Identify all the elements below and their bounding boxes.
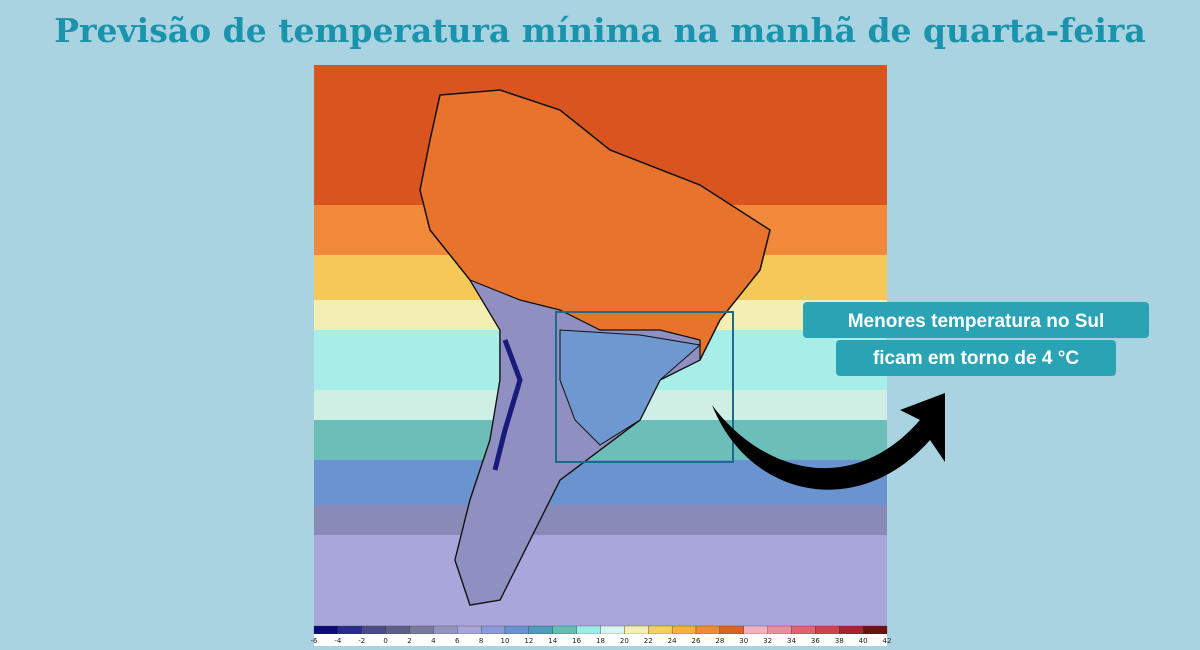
colorbar: -6 -4 -2 0 2 4 6 8 10 12 14 16 18 20 22 24 26 28 30 32 34 36 3… [311, 625, 892, 646]
colorbar-label: 12 [524, 637, 533, 645]
colorbar-cell [528, 625, 553, 635]
colorbar-label: 42 [883, 637, 892, 645]
colorbar-cell [695, 625, 721, 635]
colorbar-cell [648, 625, 673, 635]
colorbar-label: 34 [787, 637, 796, 645]
colorbar-label: 10 [501, 637, 510, 645]
colorbar-cell [433, 625, 458, 635]
colorbar-cell [361, 625, 386, 635]
colorbar-label: 4 [431, 637, 436, 645]
colorbar-label-strip [314, 634, 887, 646]
arrow [712, 393, 945, 490]
colorbar-label: -6 [311, 637, 319, 645]
callout-text: Menores temperatura no Sul [848, 311, 1105, 332]
colorbar-label: 24 [668, 637, 677, 645]
colorbar-label: 22 [644, 637, 653, 645]
colorbar-label: 18 [596, 637, 605, 645]
colorbar-cell [409, 625, 434, 635]
colorbar-cell [337, 625, 362, 635]
colorbar-cell [313, 625, 339, 635]
colorbar-label: 14 [548, 637, 557, 645]
colorbar-cell [504, 625, 530, 635]
callout-text: ficam em torno de 4 °C [873, 348, 1079, 369]
colorbar-label: 30 [739, 637, 748, 645]
colorbar-label: 0 [383, 637, 387, 645]
colorbar-cell [480, 625, 506, 635]
title: Previsão de temperatura mínima na manhã … [54, 11, 1145, 50]
colorbar-label: 20 [620, 637, 629, 645]
colorbar-label: 26 [692, 637, 701, 645]
colorbar-cell [767, 625, 792, 635]
colorbar-label: 6 [455, 637, 460, 645]
colorbar-label: 16 [572, 637, 581, 645]
colorbar-cell [671, 625, 697, 635]
colorbar-cell [791, 625, 816, 635]
colorbar-cell [385, 625, 410, 635]
colorbar-label: -4 [334, 637, 342, 645]
colorbar-label: 28 [715, 637, 724, 645]
colorbar-label: 8 [479, 637, 483, 645]
colorbar-label: 38 [835, 637, 844, 645]
colorbar-cell [552, 625, 577, 635]
colorbar-label: 32 [763, 637, 772, 645]
colorbar-cell [624, 625, 649, 635]
colorbar-cell [743, 625, 768, 635]
callout-box [803, 302, 1149, 338]
colorbar-cell [839, 625, 864, 635]
colorbar-label: 2 [407, 637, 411, 645]
colorbar-cell [600, 625, 625, 635]
colorbar-cell [576, 625, 601, 635]
colorbar-cell [457, 625, 482, 635]
colorbar-label: 36 [811, 637, 820, 645]
colorbar-label: 40 [859, 637, 868, 645]
colorbar-label: -2 [358, 637, 365, 645]
colorbar-cell [862, 625, 888, 635]
colorbar-cell [815, 625, 840, 635]
callout-box [836, 340, 1116, 376]
map [314, 65, 887, 630]
colorbar-cell [719, 625, 744, 635]
